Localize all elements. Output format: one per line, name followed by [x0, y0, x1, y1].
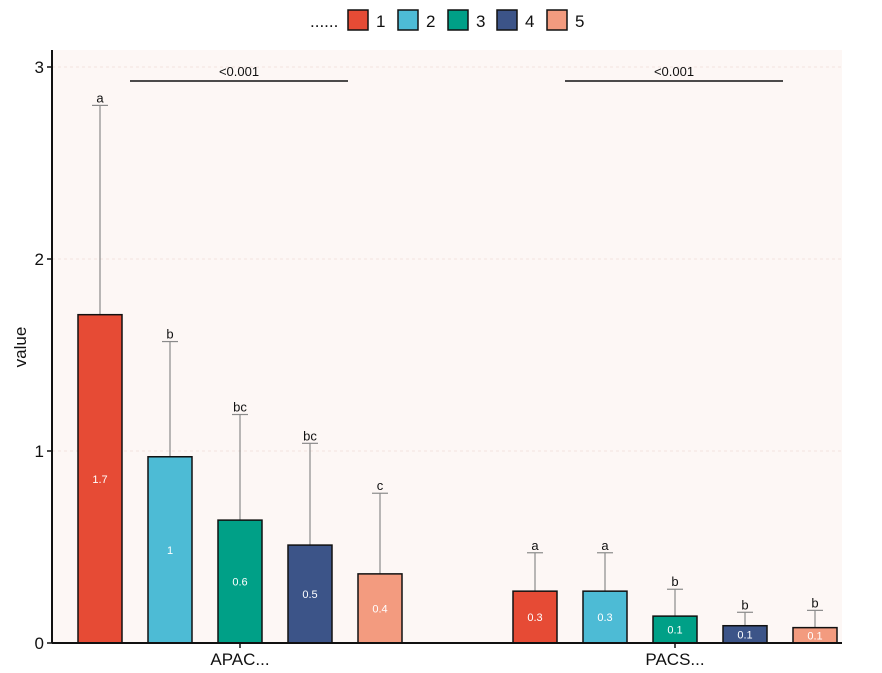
significance-letter: b: [671, 574, 678, 589]
significance-letter: a: [96, 90, 104, 105]
significance-brackets: <0.001 <0.001: [130, 64, 783, 82]
bar-value-label: 1: [167, 545, 173, 557]
significance-letter: b: [741, 597, 748, 612]
legend-label: 1: [376, 12, 385, 31]
bar: [147, 456, 193, 644]
significance-letter: a: [531, 538, 539, 553]
bar: [217, 519, 263, 644]
x-tick-label: PACS...: [645, 650, 704, 669]
legend-swatch: [546, 9, 568, 31]
legend-swatch: [347, 9, 369, 31]
error-bars: [92, 104, 823, 628]
legend-label: 2: [426, 12, 435, 31]
significance-letter: b: [166, 327, 173, 342]
y-tick-label: 0: [35, 634, 44, 653]
y-tick-label: 3: [35, 58, 44, 77]
legend-label: 4: [525, 12, 534, 31]
y-axis-label: value: [11, 327, 30, 368]
pvalue-label: <0.001: [219, 64, 259, 79]
bar-value-label: 1.7: [92, 474, 107, 486]
bar: [287, 544, 333, 644]
significance-letter: bc: [233, 400, 247, 415]
bars: [77, 313, 838, 644]
bar-value-label: 0.4: [372, 603, 387, 615]
bar-value-label: 0.1: [807, 630, 822, 642]
y-tick-label: 1: [35, 442, 44, 461]
bar: [512, 590, 558, 644]
bar-value-label: 0.5: [302, 589, 317, 601]
legend-swatch: [447, 9, 469, 31]
legend: ...... 1 2 3 4 5: [310, 9, 584, 31]
bar: [582, 590, 628, 644]
bar-value-label: 0.3: [597, 612, 612, 624]
bar-labels: 1.7 a 1 b 0.6 bc 0.5 bc 0.4 c 0.3 a 0.3 a 0.1 b 0.1 b 0.1 b: [92, 90, 822, 642]
significance-letter: c: [377, 478, 384, 493]
axes: 0 1 2 3 value APAC... PACS...: [11, 50, 842, 669]
significance-letter: bc: [303, 428, 317, 443]
legend-label: 5: [575, 12, 584, 31]
bar-value-label: 0.1: [737, 629, 752, 641]
significance-letter: b: [811, 595, 818, 610]
bar-value-label: 0.1: [667, 625, 682, 637]
legend-swatch: [496, 9, 518, 31]
bar: [77, 313, 123, 644]
bar-value-label: 0.6: [232, 577, 247, 589]
x-tick-label: APAC...: [210, 650, 269, 669]
significance-letter: a: [601, 538, 609, 553]
legend-swatch: [397, 9, 419, 31]
pvalue-label: <0.001: [654, 64, 694, 79]
y-tick-label: 2: [35, 250, 44, 269]
bar-value-label: 0.3: [527, 612, 542, 624]
legend-label: 3: [476, 12, 485, 31]
legend-title: ......: [310, 12, 338, 31]
